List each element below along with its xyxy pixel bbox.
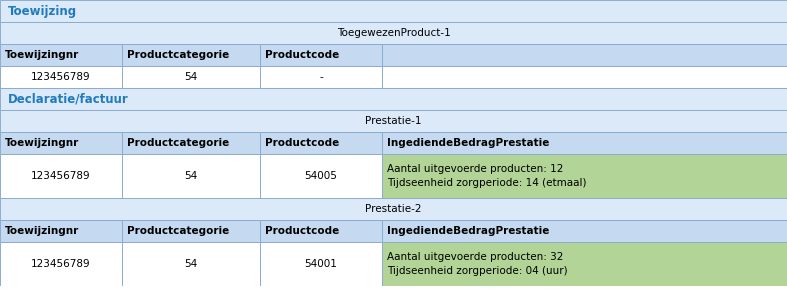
Bar [122,66,260,88]
Bar [260,242,382,286]
Text: Aantal uitgevoerde producten: 12
Tijdseenheid zorgperiode: 14 (etmaal): Aantal uitgevoerde producten: 12 Tijdsee… [387,164,586,188]
Text: 123456789: 123456789 [31,171,91,181]
Bar [0,0,787,22]
Text: Prestatie-2: Prestatie-2 [365,204,422,214]
Text: Productcode: Productcode [265,50,339,60]
Bar [122,132,260,154]
Bar [260,132,382,154]
Text: ToegewezenProduct-1: ToegewezenProduct-1 [337,28,450,38]
Bar [0,44,122,66]
Text: 54: 54 [184,72,198,82]
Text: 54001: 54001 [305,259,338,269]
Bar [0,198,787,220]
Text: Toewijzing: Toewijzing [8,4,77,17]
Text: Declaratie/factuur: Declaratie/factuur [8,93,129,106]
Bar [122,220,260,242]
Bar [0,132,122,154]
Bar [122,44,260,66]
Bar [0,110,787,132]
Text: IngediendeBedragPrestatie: IngediendeBedragPrestatie [387,138,549,148]
Bar [122,242,260,286]
Bar [0,286,787,291]
Text: 54: 54 [184,259,198,269]
Text: IngediendeBedragPrestatie: IngediendeBedragPrestatie [387,226,549,236]
Bar [382,132,787,154]
Text: Toewijzingnr: Toewijzingnr [5,226,79,236]
Bar [382,154,787,198]
Bar [0,242,122,286]
Bar [260,66,382,88]
Bar [260,44,382,66]
Bar [260,220,382,242]
Text: 123456789: 123456789 [31,259,91,269]
Bar [382,66,787,88]
Bar [0,66,122,88]
Text: Productcode: Productcode [265,226,339,236]
Bar [0,220,122,242]
Text: Prestatie-1: Prestatie-1 [365,116,422,126]
Text: 54: 54 [184,171,198,181]
Text: 54005: 54005 [305,171,338,181]
Text: Aantal uitgevoerde producten: 32
Tijdseenheid zorgperiode: 04 (uur): Aantal uitgevoerde producten: 32 Tijdsee… [387,252,567,276]
Bar [122,154,260,198]
Text: Productcategorie: Productcategorie [127,50,229,60]
Text: Toewijzingnr: Toewijzingnr [5,138,79,148]
Text: Productcategorie: Productcategorie [127,138,229,148]
Bar [382,44,787,66]
Text: Toewijzingnr: Toewijzingnr [5,50,79,60]
Bar [0,22,787,44]
Bar [382,242,787,286]
Text: 123456789: 123456789 [31,72,91,82]
Text: Productcode: Productcode [265,138,339,148]
Bar [0,88,787,110]
Bar [0,154,122,198]
Bar [260,154,382,198]
Text: Productcategorie: Productcategorie [127,226,229,236]
Text: -: - [319,72,323,82]
Bar [382,220,787,242]
